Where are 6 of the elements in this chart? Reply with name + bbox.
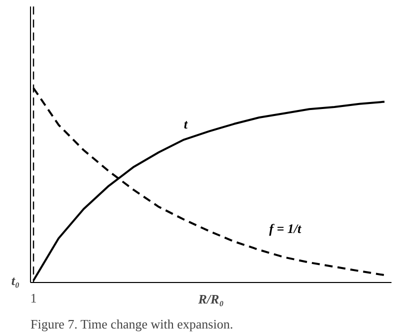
caption: Figure 7. Time change with expansion.	[30, 316, 234, 332]
series-label: f = 1/t	[269, 220, 302, 236]
text: 1	[30, 290, 37, 306]
x-axis-title: R/R₀	[197, 292, 224, 306]
series-label: t	[184, 116, 188, 132]
text: t₀	[11, 272, 20, 288]
